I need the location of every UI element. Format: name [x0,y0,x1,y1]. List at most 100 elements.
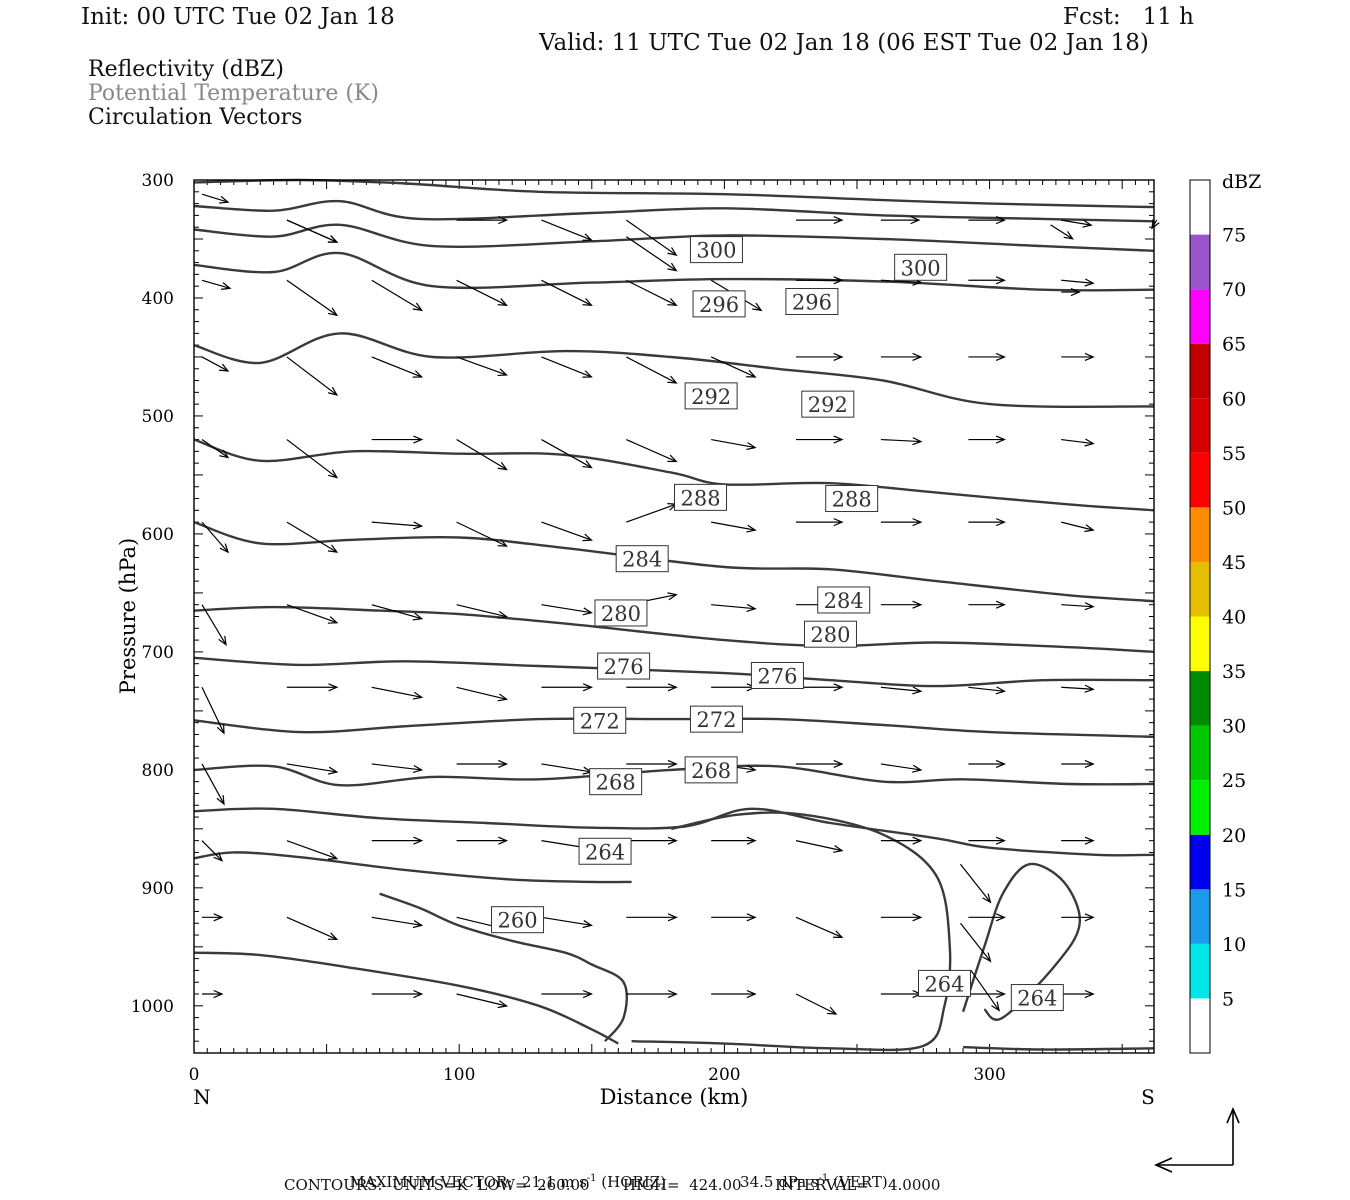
isentrope-276 [193,807,1155,857]
contour-label-box [785,288,839,316]
vector-head [995,352,1006,362]
vector-shaft [625,236,677,272]
vector-arrow [286,356,339,396]
contour-label: 292 [801,390,855,418]
vector-arrow [541,683,593,692]
contour-label-text: 284 [622,548,662,572]
y-tick-label: 700 [142,643,174,663]
vector-shaft [626,279,677,306]
vector-shaft [1061,521,1094,531]
vector-head [582,298,593,306]
vector-head [216,794,225,806]
vector-shaft [201,687,225,734]
vector-shaft [456,521,507,547]
vector-arrow [541,916,593,929]
vector-arrow [202,913,224,922]
vector-head [752,302,763,312]
x-tick-label: 0 [189,1065,200,1085]
contour-label: 268 [589,768,643,796]
vector-head [498,759,509,769]
vector-shaft [456,439,507,471]
contour-label-box [750,661,804,689]
vector-arrow [626,913,678,922]
vector-head [667,454,678,463]
vector-shaft [959,863,991,903]
vector-head [327,469,339,479]
vector-arrow [286,439,339,479]
isentrope-312 [193,223,1155,252]
init-time: Init: 00 UTC Tue 02 Jan 18 [81,4,395,30]
vector-shaft [456,993,507,1007]
vector-shaft [286,356,338,396]
vector-shaft [201,763,225,805]
vector-head [1084,759,1095,769]
vector-arrow [796,352,844,362]
vector-head [746,989,757,999]
vector-head [213,989,224,999]
vector-arrow [201,439,230,459]
vector-shaft [541,439,592,469]
vector-arrow [711,438,757,451]
vector-shaft [286,439,338,479]
vector-head [833,844,844,853]
vector-shaft [795,840,843,852]
vector-head [218,195,230,204]
vector-head [1082,219,1093,228]
vector-arrow [1061,684,1095,693]
vector-head [497,461,508,471]
vector-shaft [201,193,229,203]
vector-shaft [541,521,592,541]
y-tick-label: 900 [142,879,174,899]
vector-arrow [968,216,1006,225]
vector-head [995,686,1006,695]
vector-shaft [201,840,223,862]
contour-label: 288 [825,485,879,513]
vector-shaft [201,439,229,459]
vector-head [327,766,339,775]
contour-label-text: 276 [604,655,644,679]
vector-arrow [626,438,678,463]
contour-label-text: 280 [810,623,850,647]
colorbar-swatch [1190,998,1210,1053]
contour-label: 276 [750,661,804,689]
vector-head [667,836,678,845]
vector-head [327,932,339,940]
vector-arrow [795,993,838,1015]
vector-arrow [626,356,678,384]
vector-head [497,610,509,619]
colorbar-tick-label: 65 [1222,334,1246,356]
vector-arrow [456,279,508,306]
vector-head [328,683,339,692]
vector-head [327,852,339,860]
isentrope-280 [193,764,1155,787]
vector-head [982,893,992,904]
vector-shaft [541,279,592,306]
contour-label-box [803,620,857,648]
vector-arrow [795,840,844,853]
vector-arrow [968,989,1006,999]
contour-label-text: 272 [696,708,736,732]
vector-head [991,1001,1000,1012]
isentropes [193,178,1155,1052]
vector-arrow [201,521,230,554]
contour-label-box [817,586,871,614]
vector-arrow [626,279,678,306]
colorbar-unit: dBZ [1222,171,1261,193]
vector-arrow [541,604,593,616]
colorbar-swatch [1190,834,1210,890]
vector-arrow [880,518,923,527]
vector-arrow [880,989,923,999]
contour-label-text: 280 [601,602,641,626]
vector-arrow [711,521,757,533]
colorbar-swatch [1190,725,1210,781]
vector-shaft [710,356,756,378]
vector-arrow [371,435,424,444]
vector-arrow [371,763,424,774]
contour-label-box [674,483,728,511]
unit-exponent-1: -1 [586,1173,597,1184]
vector-arrow [968,352,1006,362]
vector-head [1084,524,1095,533]
vector-head [746,913,757,922]
vector-head [497,298,508,306]
